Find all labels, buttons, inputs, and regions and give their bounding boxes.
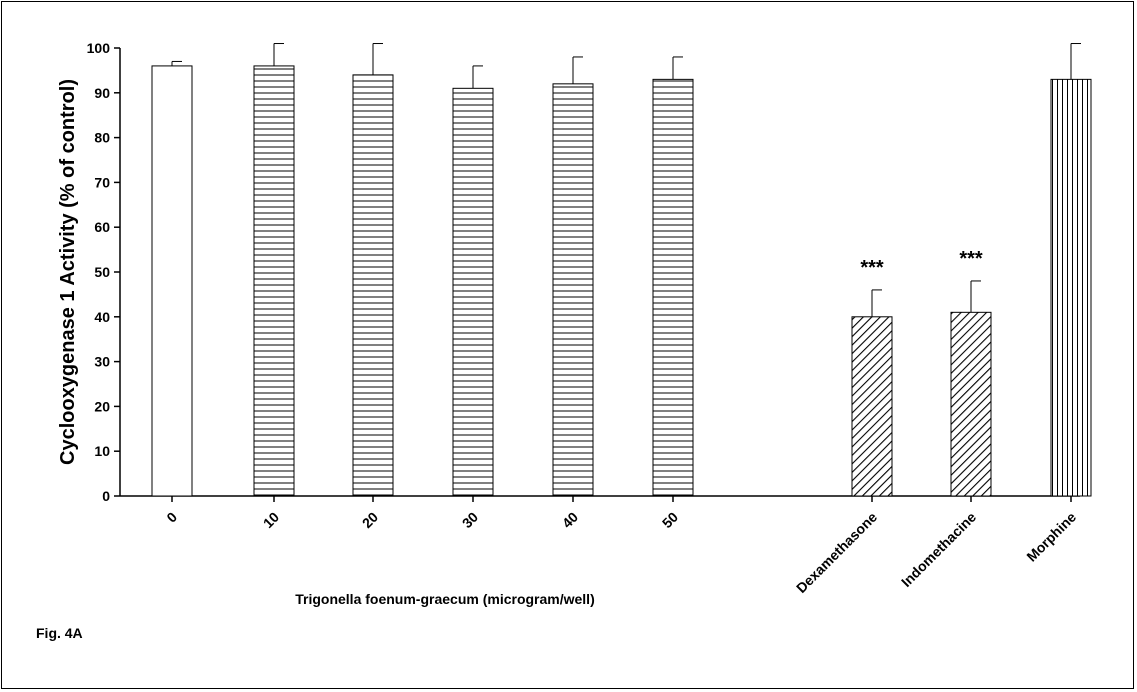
category-label: 10	[260, 509, 282, 531]
bar-50	[652, 78, 694, 497]
y-tick-label: 80	[94, 130, 110, 146]
y-tick-label: 50	[94, 264, 110, 280]
y-tick-label: 10	[94, 443, 110, 459]
y-tick-label: 20	[94, 398, 110, 414]
bar-40	[552, 83, 594, 497]
y-tick-label: 100	[87, 40, 111, 56]
category-label: 40	[559, 509, 581, 531]
bar-0	[151, 65, 193, 497]
category-label: 20	[359, 509, 381, 531]
bar-10	[253, 65, 295, 497]
y-axis-title: Cyclooxygenase 1 Activity (% of control)	[57, 79, 79, 465]
y-tick-label: 60	[94, 219, 110, 235]
y-tick-label: 70	[94, 174, 110, 190]
category-label: Indomethacine	[898, 509, 979, 590]
y-tick-label: 90	[94, 85, 110, 101]
bar-indomethacine	[950, 311, 992, 497]
category-label: 50	[659, 509, 681, 531]
x-axis-title: Trigonella foenum-graecum (microgram/wel…	[295, 591, 595, 607]
bar-morphine	[1050, 78, 1092, 497]
category-label: Dexamethasone	[793, 509, 880, 596]
category-label: 30	[459, 509, 481, 531]
significance-label: ***	[860, 257, 884, 279]
y-tick-label: 40	[94, 309, 110, 325]
bar-30	[452, 87, 494, 497]
bar-20	[352, 74, 394, 497]
category-label: Morphine	[1023, 509, 1079, 565]
y-tick-label: 0	[102, 488, 110, 504]
figure-label: Fig. 4A	[36, 625, 83, 641]
y-tick-label: 30	[94, 354, 110, 370]
category-label: 0	[163, 509, 180, 526]
significance-label: ***	[959, 248, 983, 270]
bar-dexamethasone	[851, 316, 893, 497]
